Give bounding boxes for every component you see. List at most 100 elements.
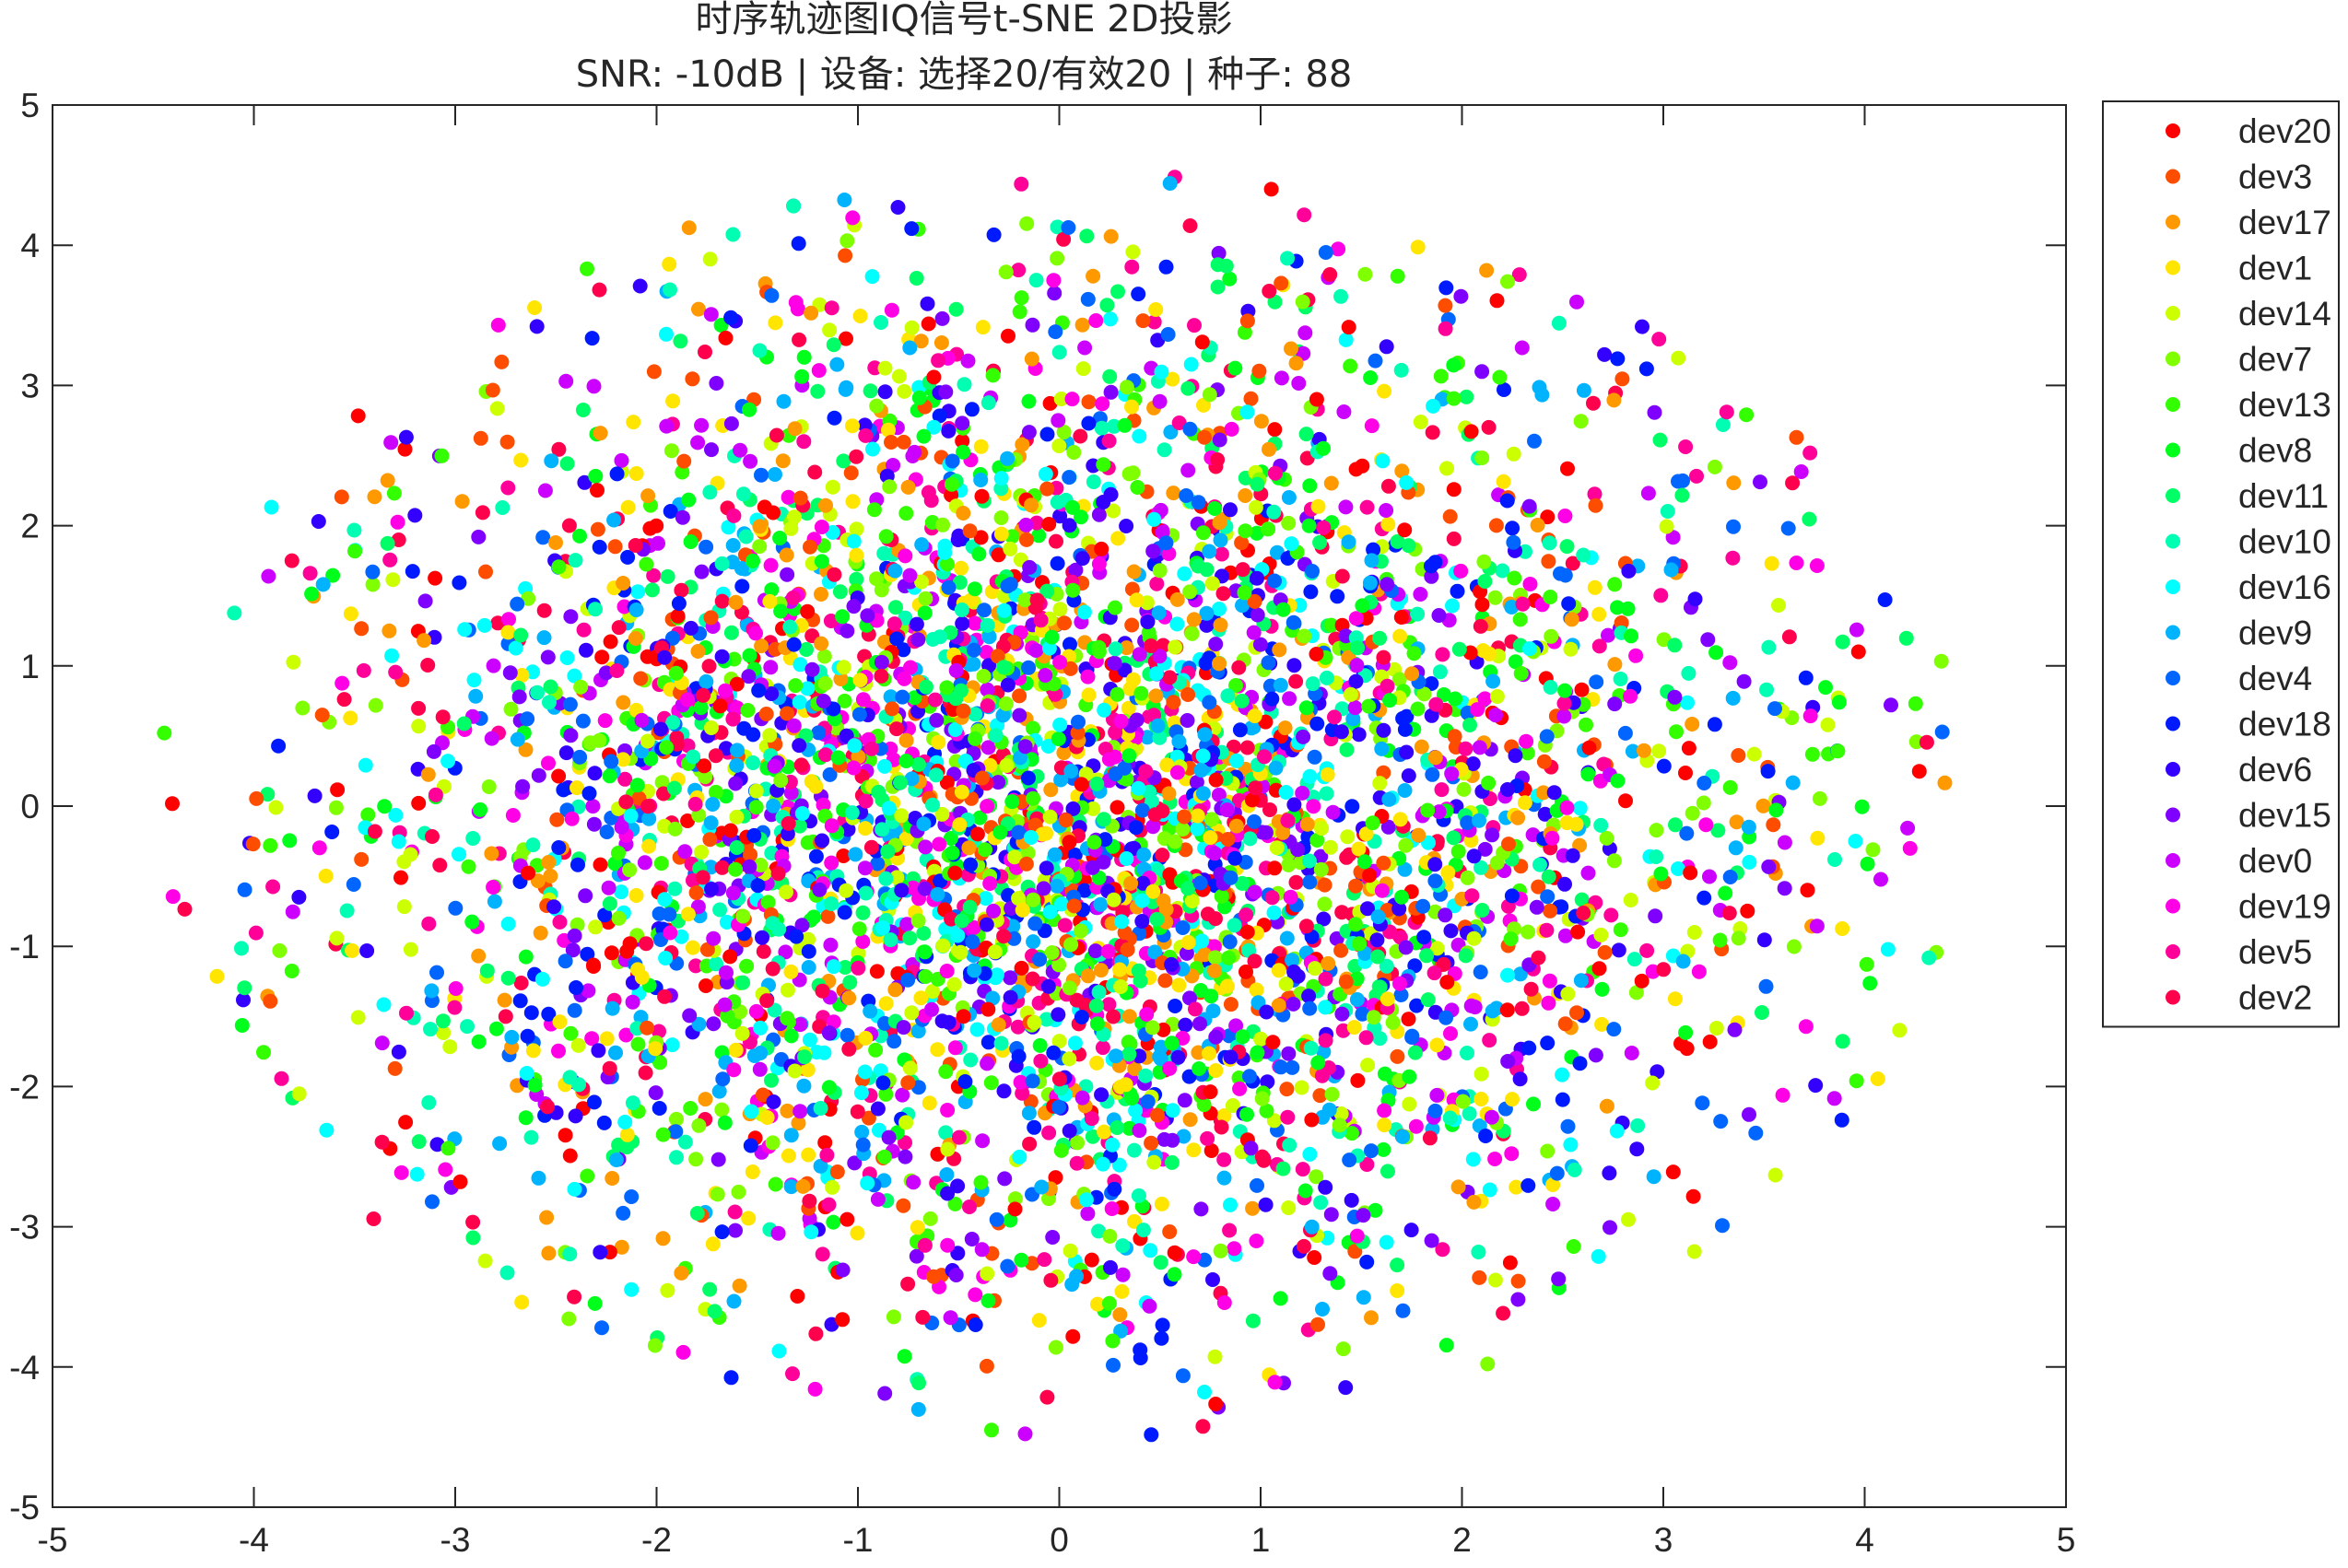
- point-dev5: [1214, 546, 1229, 562]
- point-dev7: [561, 1311, 577, 1327]
- point-dev9: [1216, 1170, 1232, 1186]
- point-dev11: [1898, 630, 1914, 646]
- point-dev11: [1390, 1258, 1405, 1273]
- point-dev6: [1466, 848, 1482, 864]
- point-dev15: [563, 609, 579, 625]
- point-dev15: [1012, 708, 1027, 723]
- point-dev20: [1001, 328, 1016, 344]
- point-dev15: [1003, 970, 1018, 986]
- point-dev15: [1667, 689, 1683, 705]
- point-dev5: [1428, 696, 1444, 712]
- point-dev8: [1310, 1055, 1326, 1071]
- point-dev20: [1574, 682, 1590, 697]
- point-dev7: [1063, 937, 1079, 953]
- point-dev18: [932, 408, 947, 424]
- point-dev18: [1155, 1317, 1170, 1333]
- point-dev19: [1100, 943, 1116, 959]
- point-dev14: [1086, 801, 1101, 816]
- point-dev14: [898, 1115, 914, 1130]
- point-dev20: [680, 813, 696, 828]
- point-dev11: [500, 970, 516, 986]
- point-dev9: [1316, 1044, 1332, 1059]
- point-dev10: [1301, 853, 1317, 869]
- point-dev10: [1039, 1012, 1054, 1027]
- point-dev0: [823, 937, 839, 953]
- point-dev2: [1239, 740, 1255, 755]
- point-dev14: [1621, 1211, 1636, 1227]
- point-dev3: [549, 812, 565, 827]
- point-dev4: [1606, 1022, 1622, 1037]
- point-dev0: [778, 944, 793, 960]
- point-dev9: [1534, 387, 1550, 403]
- point-dev6: [718, 741, 734, 756]
- point-dev4: [448, 900, 464, 916]
- point-dev14: [825, 479, 840, 495]
- point-dev6: [391, 1044, 406, 1059]
- point-dev14: [1659, 519, 1674, 534]
- point-dev6: [894, 883, 910, 898]
- point-dev19: [1408, 1118, 1424, 1134]
- point-dev6: [1565, 848, 1580, 863]
- point-dev18: [1232, 722, 1248, 738]
- point-dev3: [975, 770, 990, 786]
- point-dev8: [1051, 731, 1066, 746]
- point-dev1: [741, 1211, 757, 1226]
- point-dev5: [1482, 1033, 1497, 1048]
- point-dev13: [668, 665, 684, 681]
- point-dev14: [1007, 849, 1022, 865]
- point-dev9: [1279, 930, 1295, 946]
- point-dev16: [825, 524, 840, 540]
- point-dev17: [1262, 441, 1276, 457]
- point-dev19: [1162, 1060, 1178, 1076]
- point-dev9: [1202, 544, 1217, 559]
- point-dev5: [265, 879, 281, 895]
- point-dev15: [515, 778, 531, 794]
- point-dev19: [1088, 313, 1104, 328]
- point-dev2: [1226, 739, 1241, 755]
- point-dev18: [1424, 676, 1439, 691]
- point-dev5: [980, 698, 995, 713]
- point-dev19: [663, 925, 678, 941]
- point-dev6: [1199, 617, 1215, 633]
- point-dev2: [540, 1099, 556, 1115]
- point-dev7: [886, 1309, 901, 1325]
- point-dev7: [1062, 980, 1077, 996]
- point-dev18: [1540, 1036, 1556, 1051]
- point-dev3: [829, 1164, 845, 1179]
- point-dev10: [928, 767, 944, 783]
- point-dev16: [1042, 904, 1058, 919]
- point-dev16: [937, 544, 953, 560]
- point-dev2: [1214, 1119, 1229, 1135]
- point-dev16: [1076, 604, 1092, 620]
- point-dev4: [616, 1205, 631, 1221]
- point-dev8: [1124, 1091, 1140, 1106]
- point-dev19: [501, 612, 516, 627]
- point-dev1: [781, 1148, 796, 1164]
- point-dev7: [481, 779, 497, 794]
- point-dev3: [1012, 688, 1027, 704]
- point-dev14: [762, 728, 778, 743]
- point-dev18: [986, 227, 1002, 242]
- point-dev8: [917, 944, 933, 960]
- point-dev19: [1349, 1228, 1365, 1244]
- point-dev9: [1397, 861, 1413, 877]
- point-dev2: [915, 1309, 931, 1325]
- point-dev3: [1447, 729, 1462, 744]
- point-dev4: [1589, 674, 1604, 690]
- point-dev18: [1638, 361, 1654, 377]
- point-dev6: [546, 899, 561, 915]
- point-dev9: [1381, 791, 1397, 807]
- point-dev19: [1348, 611, 1364, 626]
- point-dev15: [502, 665, 518, 681]
- point-dev1: [527, 300, 543, 315]
- point-dev4: [662, 907, 677, 922]
- point-dev1: [1509, 1179, 1524, 1195]
- point-dev11: [1218, 258, 1234, 274]
- point-dev6: [1687, 591, 1703, 607]
- point-dev17: [956, 506, 971, 521]
- point-dev7: [1455, 1094, 1471, 1109]
- point-dev4: [1549, 1165, 1565, 1181]
- point-dev11: [838, 960, 853, 975]
- point-dev5: [886, 616, 902, 632]
- point-dev8: [1297, 1183, 1313, 1199]
